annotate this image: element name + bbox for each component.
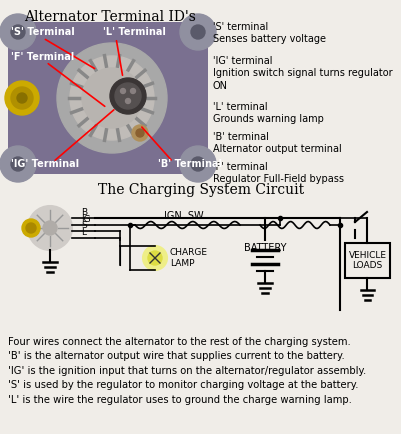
Circle shape [26,223,36,233]
Text: VEHICLE
LOADS: VEHICLE LOADS [348,251,385,270]
Text: 'IG' terminal
Ignition switch signal turns regulator
ON: 'IG' terminal Ignition switch signal tur… [213,56,392,91]
Circle shape [11,87,33,109]
Text: 'F' terminal
Regulator Full-Field bypass: 'F' terminal Regulator Full-Field bypass [213,162,343,184]
Text: 'L' Terminal: 'L' Terminal [103,27,166,37]
Circle shape [82,68,142,128]
Text: BATTERY: BATTERY [243,243,286,253]
Circle shape [130,89,135,93]
Circle shape [190,25,205,39]
Circle shape [136,129,144,137]
Text: 'S' Terminal: 'S' Terminal [11,27,75,37]
Circle shape [148,251,162,265]
Text: 'B' Terminal: 'B' Terminal [158,159,221,169]
Text: CHARGE
LAMP: CHARGE LAMP [170,248,207,268]
Text: 'S' terminal
Senses battery voltage: 'S' terminal Senses battery voltage [213,22,325,44]
Text: 'IG' Terminal: 'IG' Terminal [11,159,79,169]
Circle shape [11,25,25,39]
Text: 'L' terminal
Grounds warning lamp: 'L' terminal Grounds warning lamp [213,102,323,125]
Circle shape [115,83,141,109]
Circle shape [22,219,40,237]
Circle shape [125,99,130,103]
Text: 'B' terminal
Alternator output terminal: 'B' terminal Alternator output terminal [213,132,341,155]
Circle shape [17,93,27,103]
Circle shape [5,81,39,115]
Circle shape [0,14,36,50]
Circle shape [11,157,25,171]
Circle shape [70,56,154,140]
Circle shape [132,125,148,141]
Text: 'F' Terminal: 'F' Terminal [11,52,74,62]
Circle shape [28,206,72,250]
Circle shape [43,221,57,235]
Text: B: B [81,208,87,217]
Text: IG: IG [81,215,90,224]
Circle shape [120,89,125,93]
Bar [344,243,389,278]
Text: IGN. SW.: IGN. SW. [164,211,205,221]
Text: L: L [81,228,86,237]
Circle shape [180,146,215,182]
Circle shape [180,14,215,50]
Text: Alternator Terminal ID's: Alternator Terminal ID's [24,10,195,24]
Text: The Charging System Circuit: The Charging System Circuit [98,183,303,197]
Circle shape [190,157,205,171]
Circle shape [0,146,36,182]
Text: Four wires connect the alternator to the rest of the charging system.
'B' is the: Four wires connect the alternator to the… [8,337,365,404]
Circle shape [110,78,146,114]
Bar [8,22,207,174]
Circle shape [143,246,166,270]
Circle shape [57,43,166,153]
Text: S: S [81,221,87,230]
